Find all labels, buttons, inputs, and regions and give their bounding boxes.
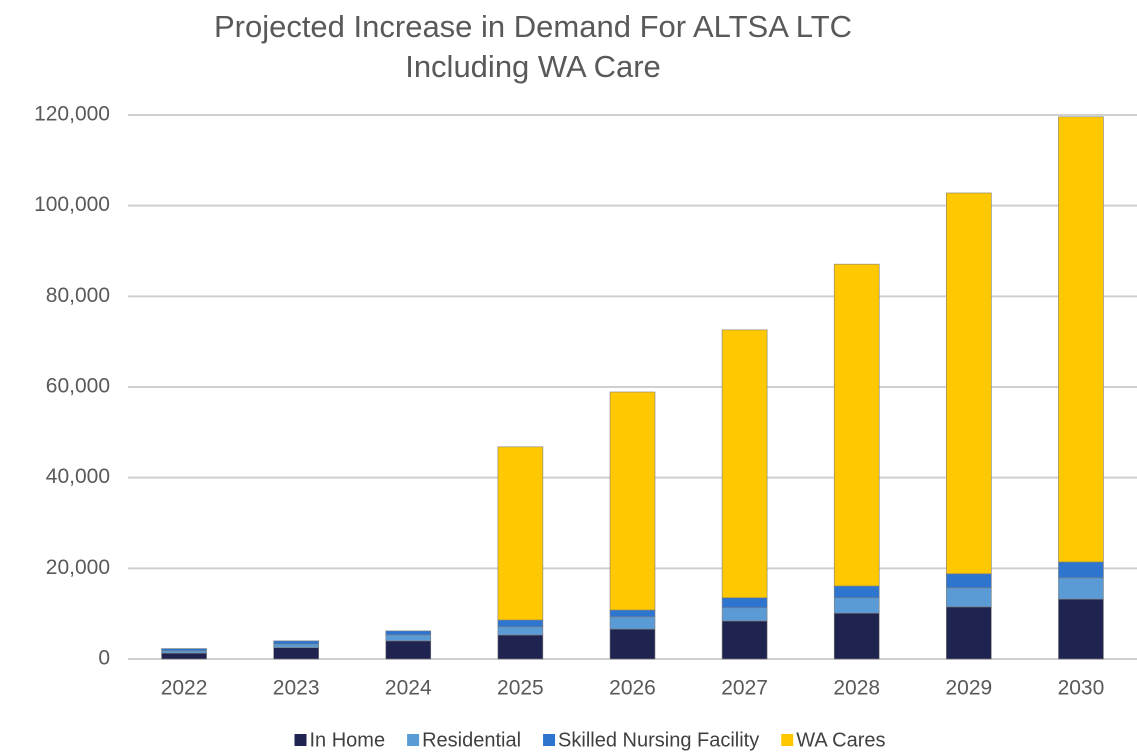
bar-segment (161, 652, 207, 660)
bar-segment (497, 619, 544, 628)
x-tick-label: 2026 (609, 677, 656, 700)
bar-segment (946, 606, 992, 660)
bar-segment (497, 626, 544, 636)
bar-segment (609, 391, 656, 611)
y-tick-label: 100,000 (34, 193, 110, 216)
bar-segment (721, 620, 768, 660)
bar-segment (1058, 577, 1104, 600)
y-tick-label: 0 (98, 647, 110, 670)
bar-segment (833, 612, 880, 660)
x-tick-label: 2022 (161, 677, 208, 700)
bar-segment (609, 628, 656, 660)
legend-label: In Home (310, 729, 386, 751)
bar-segment (946, 587, 992, 608)
x-tick-label: 2027 (721, 677, 768, 700)
legend-swatch (407, 734, 420, 746)
x-tick-label: 2030 (1058, 677, 1105, 700)
x-tick-label: 2023 (273, 677, 320, 700)
legend-swatch (781, 734, 794, 746)
bar-segment (385, 640, 432, 660)
x-tick-label: 2024 (385, 677, 432, 700)
legend-swatch (543, 734, 556, 746)
bar-segment (1058, 598, 1104, 660)
bar-segment (609, 616, 656, 630)
chart-title: Including WA Care (405, 49, 661, 84)
y-tick-label: 20,000 (46, 556, 110, 579)
bar-segment (273, 640, 319, 645)
legend-swatch (294, 734, 307, 746)
y-tick-label: 120,000 (34, 103, 110, 126)
bar-segment (497, 634, 544, 660)
legend-label: WA Cares (796, 729, 885, 751)
bar-segment (721, 329, 768, 599)
x-tick-label: 2029 (945, 677, 992, 700)
bar-segment (273, 643, 319, 648)
y-tick-label: 40,000 (46, 465, 110, 488)
bar-segment (385, 630, 432, 636)
bar-segment (385, 634, 432, 642)
bar-segment (609, 609, 656, 618)
bar-segment (833, 597, 880, 614)
bar-segment (1058, 561, 1104, 579)
bar-segment (497, 446, 544, 621)
legend-label: Skilled Nursing Facility (558, 729, 759, 751)
bar-segment (946, 192, 992, 575)
bar-segment (946, 573, 992, 589)
chart-title: Projected Increase in Demand For ALTSA L… (214, 9, 852, 44)
legend-label: Residential (422, 729, 521, 751)
bar-segment (721, 607, 768, 622)
bar-segment (161, 650, 207, 654)
x-tick-label: 2028 (833, 677, 880, 700)
bar-segment (161, 648, 207, 652)
bar-segment (833, 263, 880, 587)
bar-segment (721, 597, 768, 609)
y-tick-label: 80,000 (46, 284, 110, 307)
y-tick-label: 60,000 (46, 375, 110, 398)
bar-segment (1058, 116, 1104, 563)
bar-segment (273, 647, 319, 660)
x-tick-label: 2025 (497, 677, 544, 700)
bar-segment (833, 585, 880, 599)
